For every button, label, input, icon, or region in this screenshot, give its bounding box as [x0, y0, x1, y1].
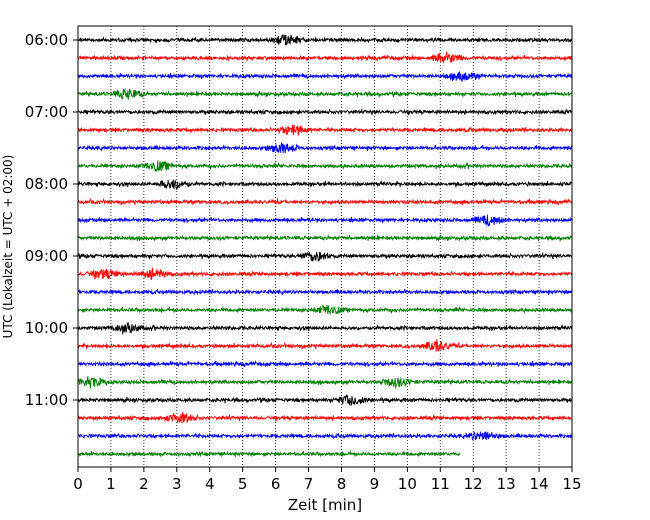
- trace-1115: [77, 411, 573, 424]
- x-tick-label: 9: [370, 475, 380, 493]
- x-tick-label: 7: [304, 475, 314, 493]
- y-axis-label: UTC (Lokalzeit = UTC + 02:00): [1, 155, 15, 339]
- trace-1000: [77, 322, 573, 335]
- y-axis-ticks: 06:00 07:00 08:00 09:00 10:00 11:00: [25, 31, 78, 409]
- x-tick-label: 15: [562, 475, 581, 493]
- y-tick-label: 09:00: [25, 247, 68, 265]
- trace-0945: [77, 305, 573, 315]
- x-axis-ticks: 0 1 2 3 4 5 6 7 8 9 10 11 12 13 14 15: [73, 467, 582, 493]
- y-tick-label: 07:00: [25, 103, 68, 121]
- trace-0715: [77, 124, 573, 137]
- trace-1145: [77, 450, 461, 458]
- x-tick-label: 11: [431, 475, 450, 493]
- y-tick-label: 06:00: [25, 31, 68, 49]
- trace-0845: [77, 234, 573, 243]
- x-axis-label: Zeit [min]: [288, 496, 362, 514]
- x-tick-label: 13: [497, 475, 516, 493]
- trace-0830: [77, 214, 573, 227]
- trace-0745: [77, 160, 573, 173]
- x-tick-label: 6: [271, 475, 281, 493]
- trace-0700: [77, 107, 573, 116]
- trace-1045: [77, 376, 573, 390]
- x-tick-label: 8: [337, 475, 347, 493]
- trace-0800: [77, 179, 573, 191]
- y-tick-label: 08:00: [25, 175, 68, 193]
- x-tick-label: 2: [139, 475, 149, 493]
- trace-0600: [77, 34, 573, 46]
- trace-1015: [77, 338, 573, 352]
- y-tick-label: 11:00: [25, 391, 68, 409]
- x-tick-label: 5: [238, 475, 248, 493]
- x-tick-label: 0: [73, 475, 83, 493]
- trace-1130: [78, 431, 573, 441]
- y-tick-label: 10:00: [25, 319, 68, 337]
- trace-0630: [77, 71, 573, 82]
- trace-0615: [77, 51, 573, 64]
- x-tick-label: 1: [106, 475, 116, 493]
- trace-0815: [77, 197, 573, 206]
- x-tick-label: 12: [464, 475, 483, 493]
- x-tick-label: 10: [398, 475, 417, 493]
- trace-0645: [77, 87, 573, 100]
- trace-1030: [77, 359, 573, 368]
- x-tick-label: 4: [205, 475, 215, 493]
- x-tick-label: 3: [172, 475, 182, 493]
- trace-0900: [77, 251, 573, 262]
- seismic-traces: [77, 34, 573, 458]
- trace-0930: [77, 288, 573, 296]
- trace-1100: [77, 393, 573, 407]
- x-tick-label: 14: [530, 475, 549, 493]
- trace-0915: [77, 267, 573, 281]
- plot-frame: [77, 25, 573, 468]
- trace-0730: [77, 141, 573, 154]
